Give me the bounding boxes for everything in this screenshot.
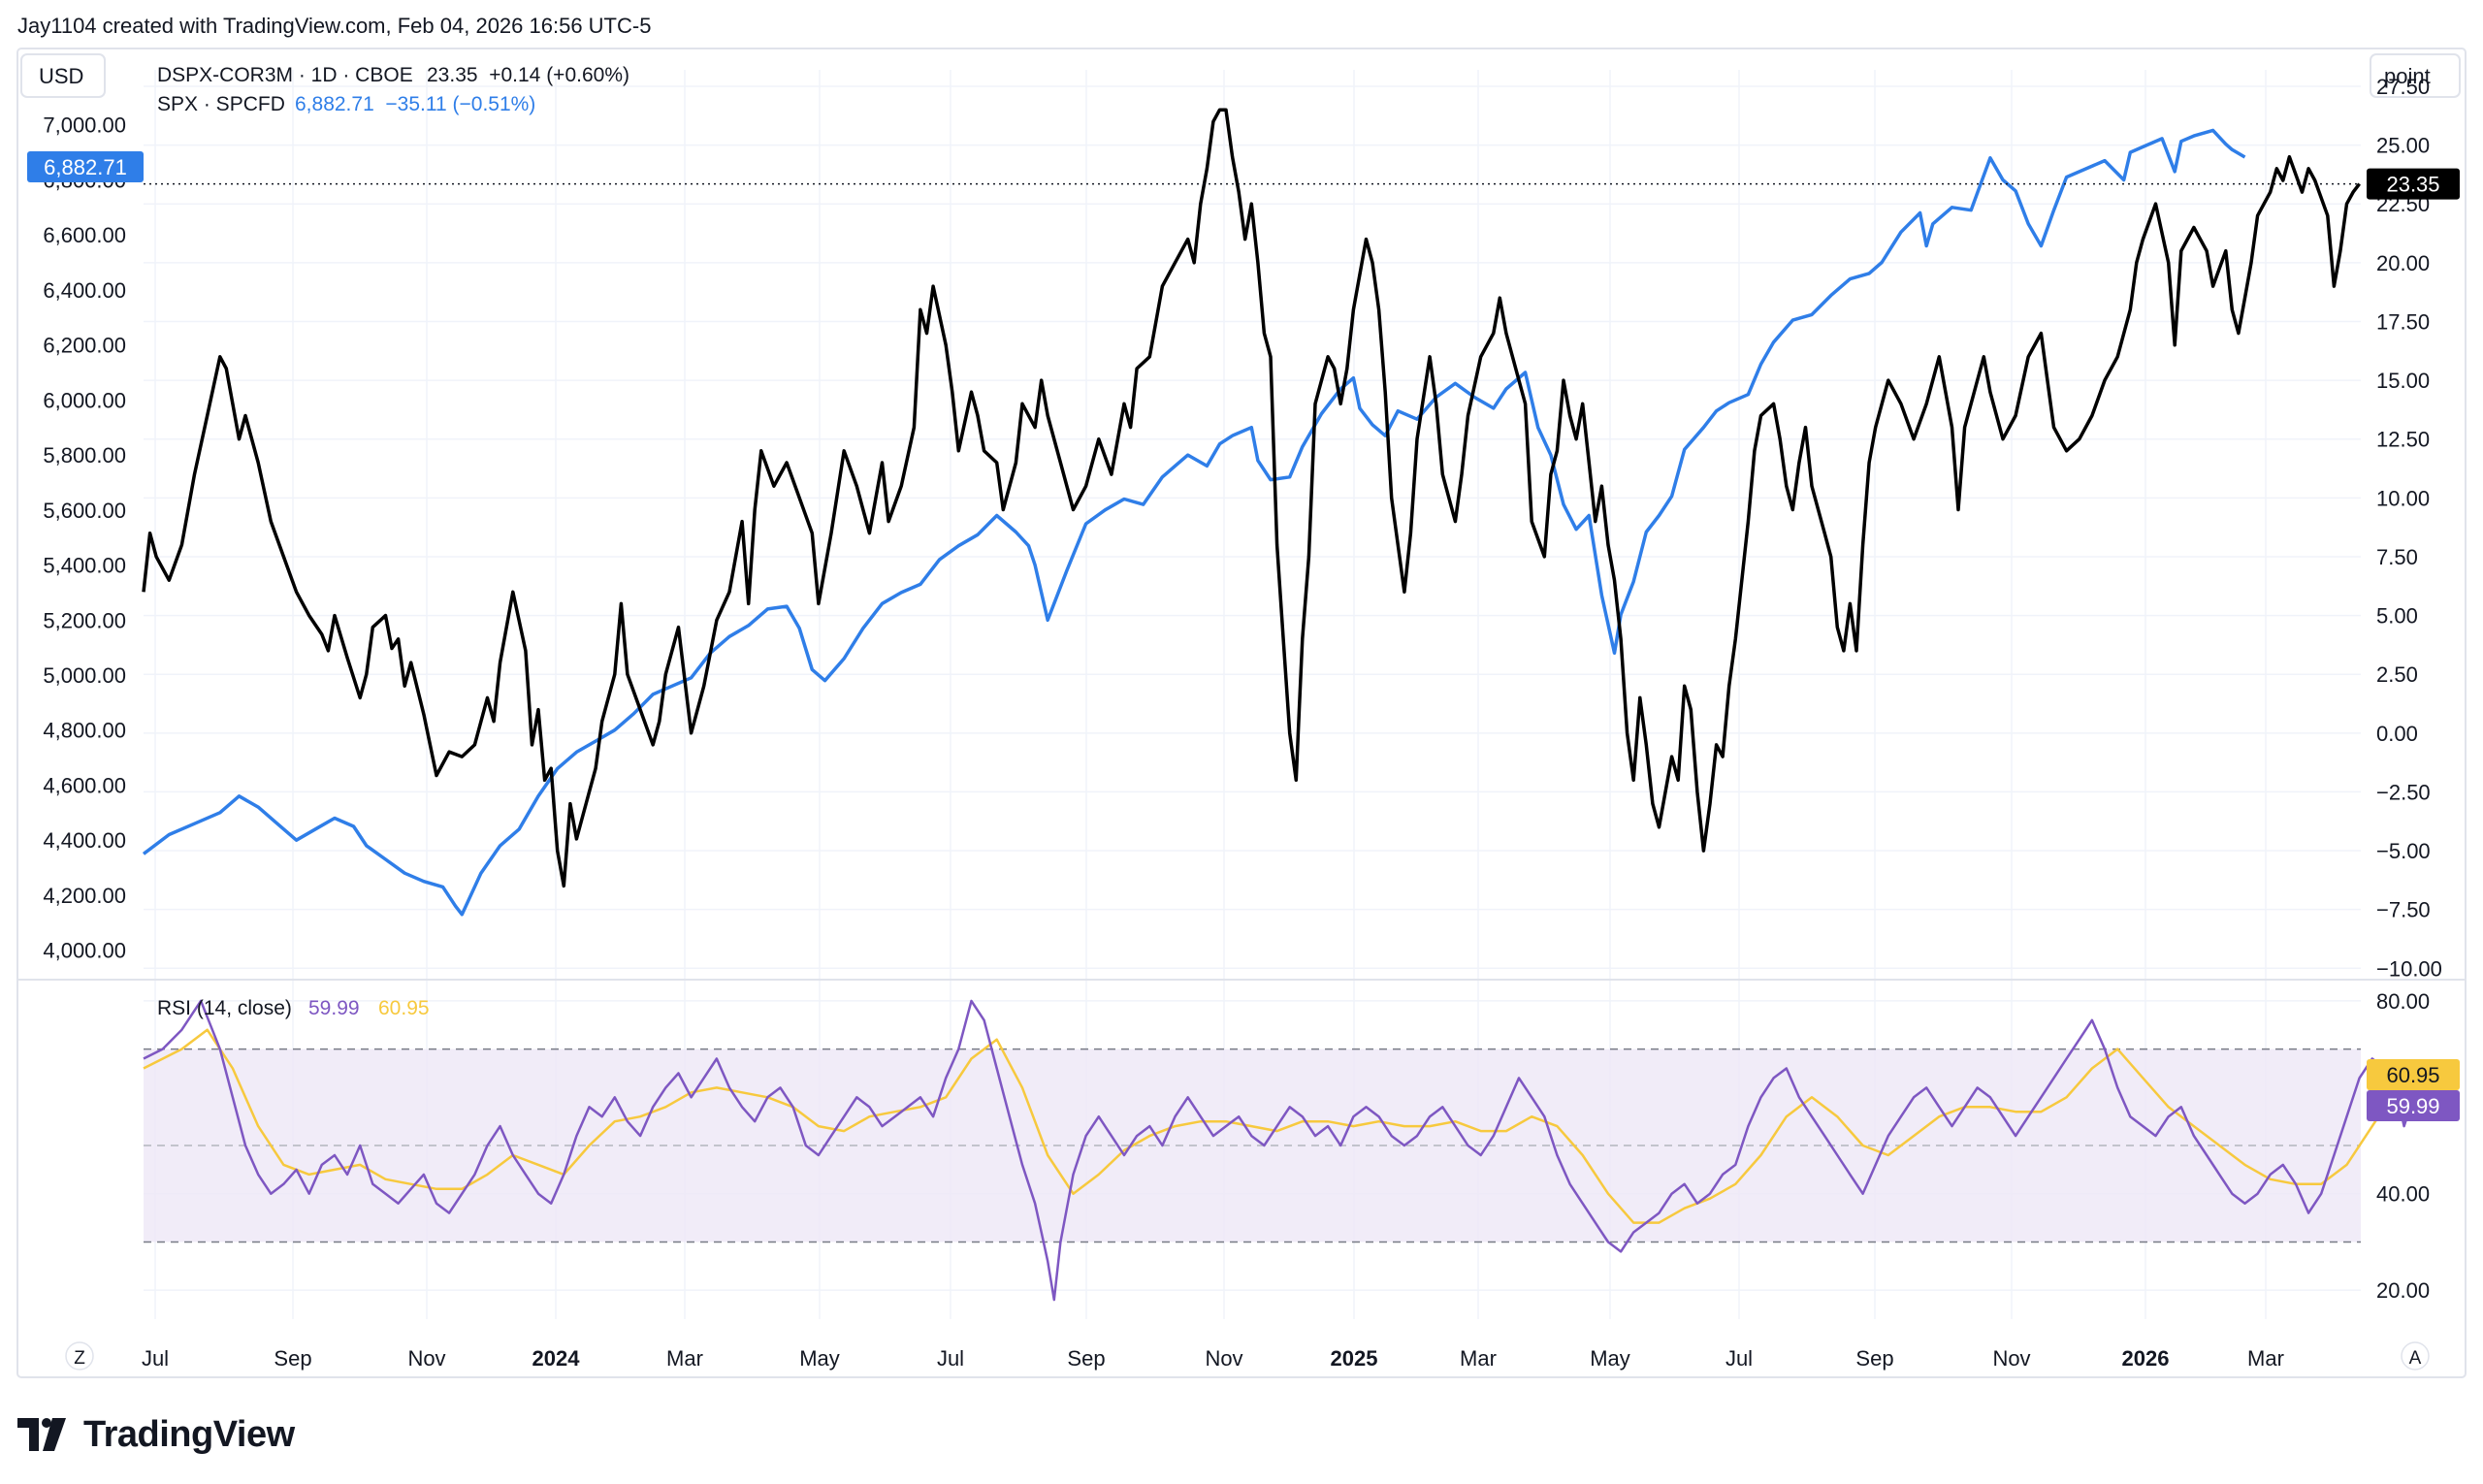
rsi-tick-label: 80.00 xyxy=(2376,989,2430,1014)
right-tick-label: 2.50 xyxy=(2376,662,2418,687)
z-button-label: Z xyxy=(74,1348,85,1369)
legend-rsi-value: 59.99 xyxy=(308,997,360,1019)
time-tick-label: May xyxy=(799,1346,840,1371)
dspx-last-badge: 23.35 xyxy=(2367,168,2460,200)
rsi-tick-label: 40.00 xyxy=(2376,1182,2430,1207)
legend-spx[interactable]: SPX · SPCFD 6,882.71 −35.11 (−0.51%) xyxy=(157,93,535,115)
left-axis-ticks: 7,000.006,800.006,600.006,400.006,200.00… xyxy=(43,113,126,963)
time-tick-label: Nov xyxy=(407,1346,445,1371)
right-tick-label: 27.50 xyxy=(2376,75,2430,99)
legend-spx-values: 6,882.71 −35.11 (−0.51%) xyxy=(295,93,535,115)
right-tick-label: 25.00 xyxy=(2376,134,2430,158)
time-tick-label: Mar xyxy=(1460,1346,1497,1371)
legend-spx-prefix: SPX · SPCFD xyxy=(157,93,285,115)
rsi-tick-label: 20.00 xyxy=(2376,1278,2430,1303)
right-axis-ticks: 27.5025.0022.5020.0017.5015.0012.5010.00… xyxy=(2376,75,2442,981)
time-tick-label: Jul xyxy=(1725,1346,1753,1371)
time-tick-label: Mar xyxy=(2247,1346,2284,1371)
right-tick-label: −2.50 xyxy=(2376,780,2431,804)
legend-rsi-ma-value: 60.95 xyxy=(378,997,430,1019)
tradingview-wordmark: TradingView xyxy=(83,1413,295,1455)
right-tick-label: 15.00 xyxy=(2376,369,2430,393)
time-tick-label: Sep xyxy=(1855,1346,1893,1371)
left-tick-label: 5,400.00 xyxy=(43,554,126,578)
left-tick-label: 4,200.00 xyxy=(43,884,126,908)
tradingview-logo-icon xyxy=(17,1418,66,1451)
legend-main[interactable]: DSPX-COR3M · 1D · CBOE 23.35 +0.14 (+0.6… xyxy=(157,64,629,86)
left-tick-label: 4,800.00 xyxy=(43,719,126,743)
dspx-series-line[interactable] xyxy=(142,108,2361,888)
left-tick-label: 5,800.00 xyxy=(43,443,126,468)
right-tick-label: 20.00 xyxy=(2376,251,2430,275)
rsi-series-line[interactable] xyxy=(143,999,2418,1302)
time-tick-label: Sep xyxy=(274,1346,311,1371)
legend-main-prefix: DSPX-COR3M · 1D · CBOE xyxy=(157,64,413,86)
left-tick-label: 6,200.00 xyxy=(43,334,126,358)
left-tick-label: 6,000.00 xyxy=(43,388,126,412)
time-tick-label: 2026 xyxy=(2122,1346,2170,1371)
a-button-label: A xyxy=(2409,1348,2422,1369)
rsi-axis-ticks: 80.00 40.00 20.00 xyxy=(2376,989,2430,1303)
legend-main-values: 23.35 +0.14 (+0.60%) xyxy=(427,64,629,86)
left-tick-label: 7,000.00 xyxy=(43,113,126,138)
left-tick-label: 5,600.00 xyxy=(43,499,126,523)
time-axis-ticks: Jul Sep Nov 2024 Mar May Jul Sep Nov 2025 Mar May Ju… xyxy=(142,1346,2284,1371)
legend-rsi-prefix: RSI (14, close) xyxy=(157,997,292,1019)
right-tick-label: −7.50 xyxy=(2376,898,2431,922)
right-tick-label: −5.00 xyxy=(2376,839,2431,863)
rsi-last-badge-text: 59.99 xyxy=(2386,1094,2439,1118)
time-tick-label: 2025 xyxy=(1331,1346,1378,1371)
header-credit: Jay1104 created with TradingView.com, Fe… xyxy=(17,14,651,38)
time-tick-label: Sep xyxy=(1067,1346,1105,1371)
right-tick-label: 5.00 xyxy=(2376,604,2418,629)
right-unit-box[interactable]: point xyxy=(2370,53,2461,98)
right-tick-label: 12.50 xyxy=(2376,428,2430,452)
spx-last-badge-text: 6,882.71 xyxy=(44,155,127,179)
left-tick-label: 6,400.00 xyxy=(43,278,126,303)
time-tick-label: Jul xyxy=(142,1346,169,1371)
grid-main xyxy=(144,70,2361,1319)
rsi-ma-series-line[interactable] xyxy=(143,1028,2418,1224)
left-unit-box[interactable]: USD xyxy=(20,53,106,98)
right-tick-label: 10.00 xyxy=(2376,486,2430,510)
right-tick-label: 0.00 xyxy=(2376,722,2418,746)
spx-series-line[interactable] xyxy=(142,128,2246,917)
rsi-last-badge: 59.99 xyxy=(2367,1090,2460,1121)
left-tick-label: 4,600.00 xyxy=(43,773,126,797)
left-unit-label: USD xyxy=(39,64,83,88)
time-tick-label: Nov xyxy=(1992,1346,2030,1371)
time-tick-label: Mar xyxy=(666,1346,703,1371)
left-tick-label: 5,000.00 xyxy=(43,663,126,688)
right-tick-label: −10.00 xyxy=(2376,956,2442,981)
left-tick-label: 6,600.00 xyxy=(43,223,126,247)
left-tick-label: 4,000.00 xyxy=(43,939,126,963)
tradingview-brand[interactable]: TradingView xyxy=(17,1411,295,1458)
time-tick-label: Nov xyxy=(1205,1346,1242,1371)
a-button[interactable]: A xyxy=(2401,1341,2430,1371)
rsi-ma-last-badge-text: 60.95 xyxy=(2386,1063,2439,1087)
legend-rsi[interactable]: RSI (14, close) 59.99 60.95 xyxy=(157,997,430,1019)
time-tick-label: May xyxy=(1590,1346,1630,1371)
dspx-last-badge-text: 23.35 xyxy=(2386,173,2439,197)
left-tick-label: 4,400.00 xyxy=(43,828,126,853)
spx-last-badge: 6,882.71 xyxy=(27,151,144,182)
chart-frame xyxy=(16,48,2467,1378)
z-button[interactable]: Z xyxy=(65,1341,94,1371)
rsi-ma-last-badge: 60.95 xyxy=(2367,1059,2460,1090)
right-unit-label: point xyxy=(2384,64,2431,88)
right-tick-label: 7.50 xyxy=(2376,545,2418,569)
time-tick-label: Jul xyxy=(937,1346,964,1371)
time-tick-label: 2024 xyxy=(532,1346,581,1371)
left-tick-label: 5,200.00 xyxy=(43,608,126,632)
right-tick-label: 17.50 xyxy=(2376,309,2430,334)
